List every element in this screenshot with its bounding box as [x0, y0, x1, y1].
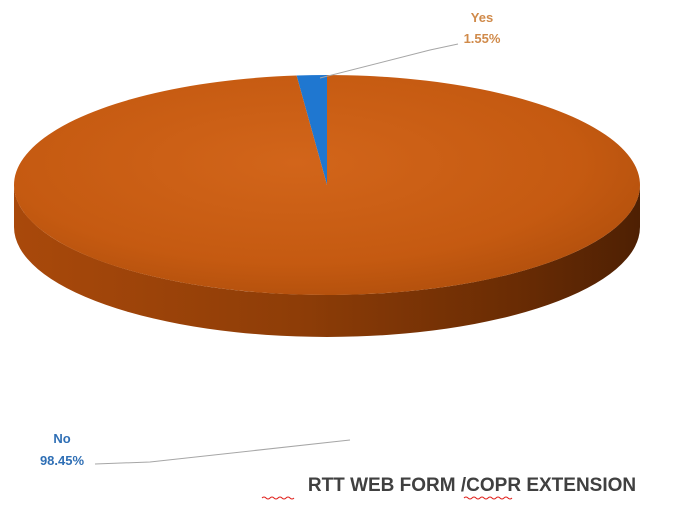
- slice-value-no: 98.45%: [40, 453, 85, 468]
- leader-line-no: [94, 439, 351, 465]
- pie-slice-no: [13, 75, 640, 295]
- slice-label-no: No: [53, 431, 70, 446]
- slice-value-yes: 1.55%: [464, 31, 501, 46]
- spellcheck-underline-copr: [463, 496, 513, 500]
- spellcheck-underline-rtt: [261, 496, 295, 500]
- leader-line-yes: [319, 43, 459, 79]
- slice-label-yes: Yes: [471, 10, 493, 25]
- pie-side-wall: [14, 185, 640, 337]
- chart-title: RTT WEB FORM /COPR EXTENSION: [308, 475, 636, 496]
- pie-top-face: [13, 75, 640, 295]
- pie-slice-yes: [296, 75, 327, 185]
